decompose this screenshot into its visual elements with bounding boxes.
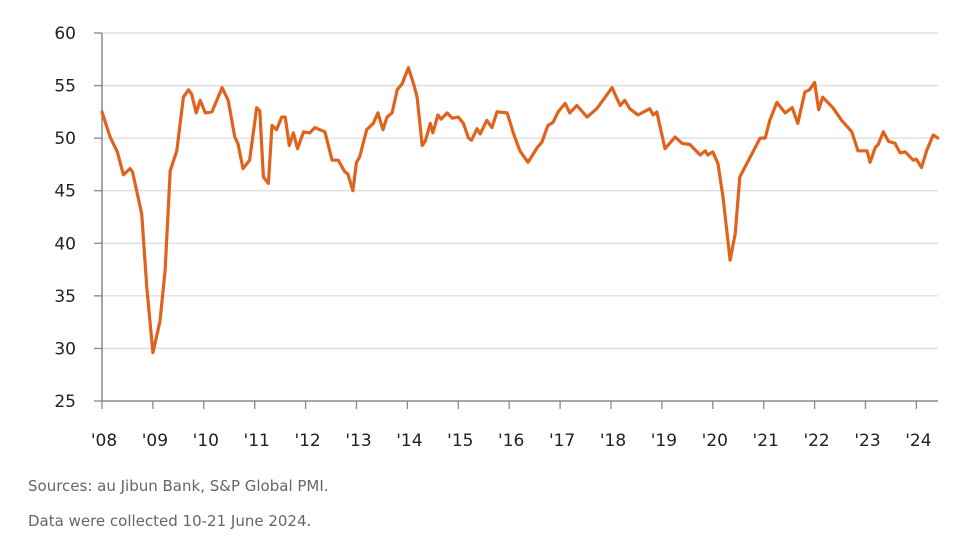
x-tick-label: '11 (244, 431, 270, 451)
y-tick-label: 30 (54, 339, 76, 359)
x-tick-label: '15 (447, 431, 473, 451)
x-axis: '08 '09 '10 '11 '12 '13 '14 '15 '16 '17 '18 '19 '20 '… (91, 400, 938, 451)
y-tick-label: 50 (54, 129, 76, 149)
x-tick-label: '23 (854, 431, 880, 451)
x-tick-label: '10 (193, 431, 219, 451)
x-tick-label: '16 (498, 431, 524, 451)
y-tick-label: 25 (54, 392, 76, 412)
y-tick-label: 40 (54, 234, 76, 254)
y-axis: 25 30 35 40 45 50 55 60 (54, 24, 103, 412)
sources-note: Sources: au Jibun Bank, S&P Global PMI. (28, 477, 329, 495)
x-tick-label: '14 (396, 431, 422, 451)
x-tick-label: '08 (91, 431, 117, 451)
x-tick-label: '18 (600, 431, 626, 451)
y-tick-label: 55 (54, 77, 76, 97)
line-chart: 25 30 35 40 45 50 55 60 '08 '09 '10 '11 '12 '13 '14 '1… (54, 24, 940, 451)
x-tick-label: '13 (345, 431, 371, 451)
x-tick-label: '20 (702, 431, 728, 451)
x-tick-label: '19 (651, 431, 677, 451)
y-tick-label: 45 (54, 182, 76, 202)
x-tick-label: '21 (753, 431, 779, 451)
x-tick-label: '12 (294, 431, 320, 451)
collection-note: Data were collected 10-21 June 2024. (28, 512, 312, 530)
pmi-series-line (100, 66, 940, 355)
x-tick-label: '09 (142, 431, 168, 451)
gridlines (102, 32, 938, 350)
y-tick-label: 60 (54, 24, 76, 44)
x-tick-label: '22 (803, 431, 829, 451)
y-tick-label: 35 (54, 287, 76, 307)
x-tick-label: '24 (905, 431, 931, 451)
x-tick-label: '17 (549, 431, 575, 451)
